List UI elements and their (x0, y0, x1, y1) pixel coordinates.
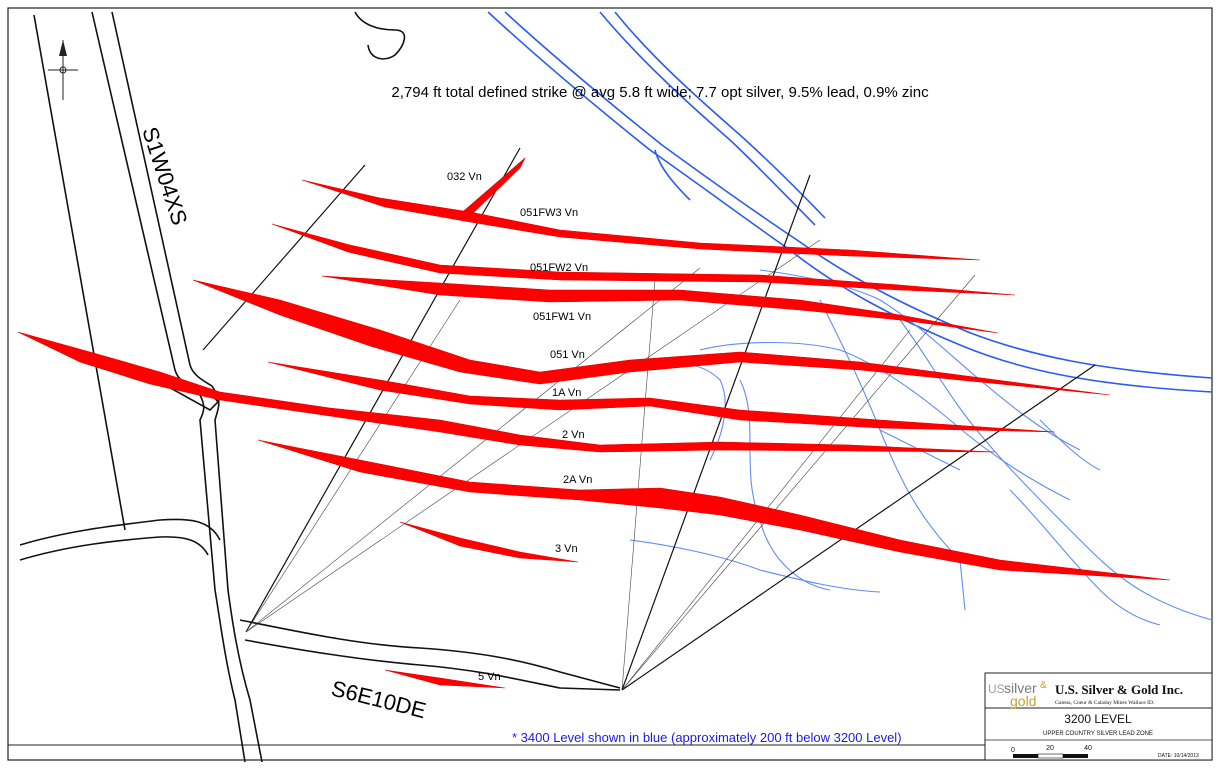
drift-label-west: S1W04XS (137, 124, 192, 228)
drift-label-south: S6E10DE (329, 676, 429, 724)
scale-tick-0: 0 (1011, 747, 1015, 754)
vein-shape-051 (192, 279, 1111, 396)
vein-shape-032 (457, 157, 526, 217)
vein-label-2: 2 Vn (562, 429, 585, 441)
vein-label-5: 5 Vn (478, 671, 501, 683)
vein-label-3: 3 Vn (555, 543, 578, 555)
vein-shape-051fw2 (271, 223, 1016, 296)
vein-shape-2-west (17, 331, 996, 453)
vein-shape-051fw1 (321, 275, 999, 334)
title-block: US silver & gold U.S. Silver & Gold Inc.… (984, 672, 1213, 761)
vein-label-051fw2: 051FW2 Vn (530, 262, 588, 274)
vein-label-2a: 2A Vn (563, 474, 592, 486)
company-name: U.S. Silver & Gold Inc. (1055, 682, 1183, 697)
logo-silver: silver (1004, 680, 1037, 696)
map-date: DATE: 10/14/2013 (1158, 753, 1199, 759)
vein-label-051fw3: 051FW3 Vn (520, 207, 578, 219)
vein-label-032: 032 Vn (447, 171, 482, 183)
scale-tick-40: 40 (1084, 745, 1092, 752)
map-border (7, 7, 1213, 761)
logo-gold: gold (1010, 693, 1036, 709)
headline: 2,794 ft total defined strike @ avg 5.8 … (391, 84, 929, 101)
vein-label-051fw1: 051FW1 Vn (533, 311, 591, 323)
north-arrow-icon (48, 40, 78, 100)
drift-workings (19, 11, 621, 763)
scale-bar (1013, 753, 1088, 759)
level-title: 3200 LEVEL (1064, 712, 1132, 726)
vein-label-051: 051 Vn (550, 349, 585, 361)
logo-us: US (988, 682, 1005, 696)
vein-shape-5 (384, 669, 506, 689)
logo-amp: & (1040, 680, 1047, 691)
section-lines (202, 147, 1096, 691)
vein-polygons (17, 157, 1171, 689)
zone-title: UPPER COUNTRY SILVER LEAD ZONE (1043, 731, 1153, 737)
vein-shape-1a (267, 361, 1056, 433)
vein-shape-2a (257, 439, 1171, 581)
scale-tick-20: 20 (1046, 745, 1054, 752)
vein-shape-051fw3 (301, 179, 981, 261)
level-note: * 3400 Level shown in blue (approximatel… (512, 730, 902, 745)
company-sub: Galena, Coeur & Caladay Mines Wallace ID… (1055, 700, 1155, 706)
vein-shape-3 (399, 521, 579, 563)
vein-label-1a: 1A Vn (552, 387, 581, 399)
